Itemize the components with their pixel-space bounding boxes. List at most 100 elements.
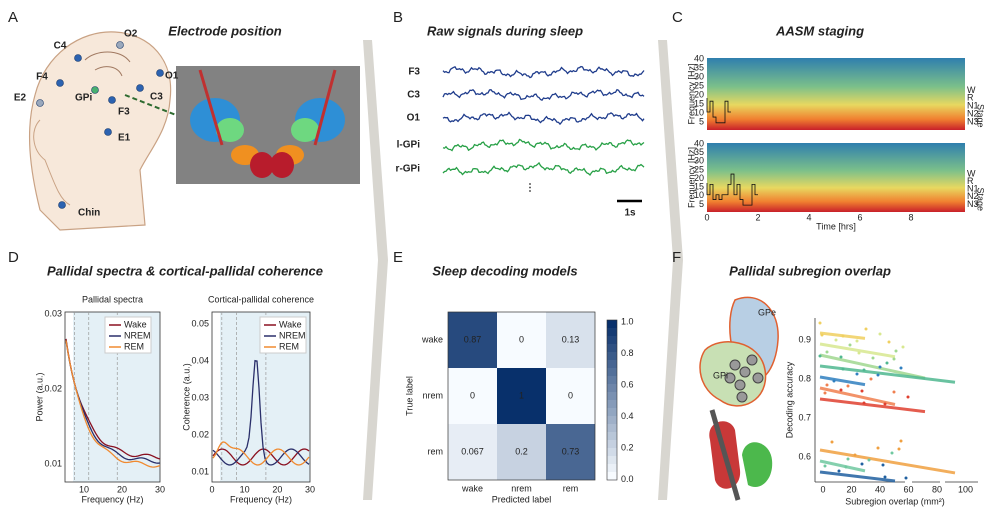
- electrode: [58, 201, 66, 209]
- trend-line: [819, 459, 866, 473]
- electrode-label: E1: [118, 133, 131, 144]
- y-tick-label: 40: [694, 53, 704, 63]
- y-axis-label: True label: [404, 376, 414, 416]
- y-axis-label: Decoding accuracy: [784, 361, 794, 438]
- scatter-dot: [904, 476, 908, 480]
- channel-label: C3: [407, 90, 420, 101]
- cell-value: 0.87: [464, 334, 482, 344]
- cell-value: 0.13: [562, 334, 580, 344]
- colorbar-step: [607, 360, 617, 369]
- stage-label: W: [967, 168, 976, 178]
- x-tick-label: 0: [704, 212, 709, 222]
- electrode: [36, 99, 44, 107]
- x-tick-label: 0: [820, 484, 825, 494]
- y-tick-label: 35: [694, 62, 704, 72]
- y-tick-label: 5: [699, 199, 704, 209]
- row-label: nrem: [422, 390, 443, 400]
- scatter-dot: [871, 356, 875, 360]
- matrix-cell: [546, 424, 595, 480]
- trend-line: [819, 470, 896, 483]
- stage-label: W: [967, 85, 976, 95]
- x-tick-label: 6: [857, 212, 862, 222]
- colorbar-tick-label: 0.4: [621, 411, 634, 421]
- scatter-dot: [878, 365, 882, 369]
- scatter-dot: [860, 462, 864, 466]
- y-tick-label: 0.04: [191, 355, 209, 365]
- stage-label: N1: [967, 101, 979, 111]
- legend-label: REM: [279, 341, 299, 351]
- y-tick-label: 15: [694, 98, 704, 108]
- colorbar-tick-label: 0.6: [621, 379, 634, 389]
- colorbar-step: [607, 336, 617, 345]
- signal-trace: [442, 65, 645, 79]
- trend-line: [819, 375, 866, 387]
- scatter-dot: [857, 351, 861, 355]
- colorbar-step: [607, 472, 617, 481]
- col-label: wake: [461, 483, 483, 493]
- scatter-dot: [839, 388, 843, 392]
- hypnogram: [706, 173, 758, 206]
- y-axis-label: Frequency [Hz]: [686, 63, 696, 124]
- scatter-dot: [834, 338, 838, 342]
- matrix-cell: [497, 312, 546, 368]
- stage-label: N3: [967, 199, 979, 209]
- x-tick-label: 30: [305, 484, 315, 494]
- scatter-dot: [894, 349, 898, 353]
- scatter-dot: [860, 389, 864, 393]
- y-tick-label: 25: [694, 80, 704, 90]
- y-tick-label: 0.8: [798, 373, 811, 383]
- signal-trace: [442, 111, 645, 126]
- legend-label: Wake: [279, 319, 302, 329]
- row-label: rem: [428, 446, 444, 456]
- signal-trace: [442, 161, 645, 177]
- colorbar-step: [607, 464, 617, 473]
- scatter-dot: [876, 373, 880, 377]
- signal-trace: [442, 88, 645, 102]
- x-axis-label: Frequency (Hz): [230, 494, 292, 504]
- cell-value: 0: [519, 334, 524, 344]
- panel-letter: B: [393, 9, 403, 26]
- stage-axis-label: Stage: [976, 188, 986, 212]
- y-tick-label: 15: [694, 182, 704, 192]
- stage-label: N2: [967, 191, 979, 201]
- matrix-cell: [497, 424, 546, 480]
- scatter-dot: [841, 334, 845, 338]
- scatter-dot: [846, 457, 850, 461]
- x-tick-label: 20: [272, 484, 282, 494]
- scatter-dot: [846, 384, 850, 388]
- x-tick-label: 8: [908, 212, 913, 222]
- y-tick-label: 0.7: [798, 412, 811, 422]
- scatter-dot: [818, 321, 822, 325]
- matrix-frame: [447, 311, 596, 481]
- brain-image: [124, 66, 360, 184]
- scatter-dot: [841, 367, 845, 371]
- trend-line: [819, 386, 896, 406]
- channel-label: l-GPi: [397, 140, 421, 151]
- colorbar-frame: [606, 319, 618, 481]
- matrix-cell: [546, 312, 595, 368]
- channel-label: r-GPi: [396, 164, 421, 175]
- matrix-cell: [448, 312, 497, 368]
- colorbar-step: [607, 344, 617, 353]
- x-tick-label: 60: [903, 484, 913, 494]
- y-tick-label: 0.9: [798, 334, 811, 344]
- scatter-dot: [853, 453, 857, 457]
- y-tick-label: 10: [694, 190, 704, 200]
- channel-label: F3: [408, 67, 420, 78]
- stage-label: R: [967, 93, 974, 103]
- cell-value: 0.73: [562, 446, 580, 456]
- spectrum-curve: [212, 359, 310, 466]
- scatter-dot: [844, 465, 848, 469]
- scatter-dot: [897, 447, 901, 451]
- x-tick-label: 10: [79, 484, 89, 494]
- scatter-dot: [887, 340, 891, 344]
- x-tick-label: 20: [846, 484, 856, 494]
- y-tick-label: 0.05: [191, 318, 209, 328]
- y-tick-label: 10: [694, 107, 704, 117]
- cell-value: 0.2: [515, 446, 528, 456]
- x-axis-label: Subregion overlap (mm²): [845, 496, 945, 506]
- y-axis-label: Coherence (a.u.): [181, 363, 191, 431]
- colorbar-step: [607, 448, 617, 457]
- electrode-label: F4: [36, 72, 48, 83]
